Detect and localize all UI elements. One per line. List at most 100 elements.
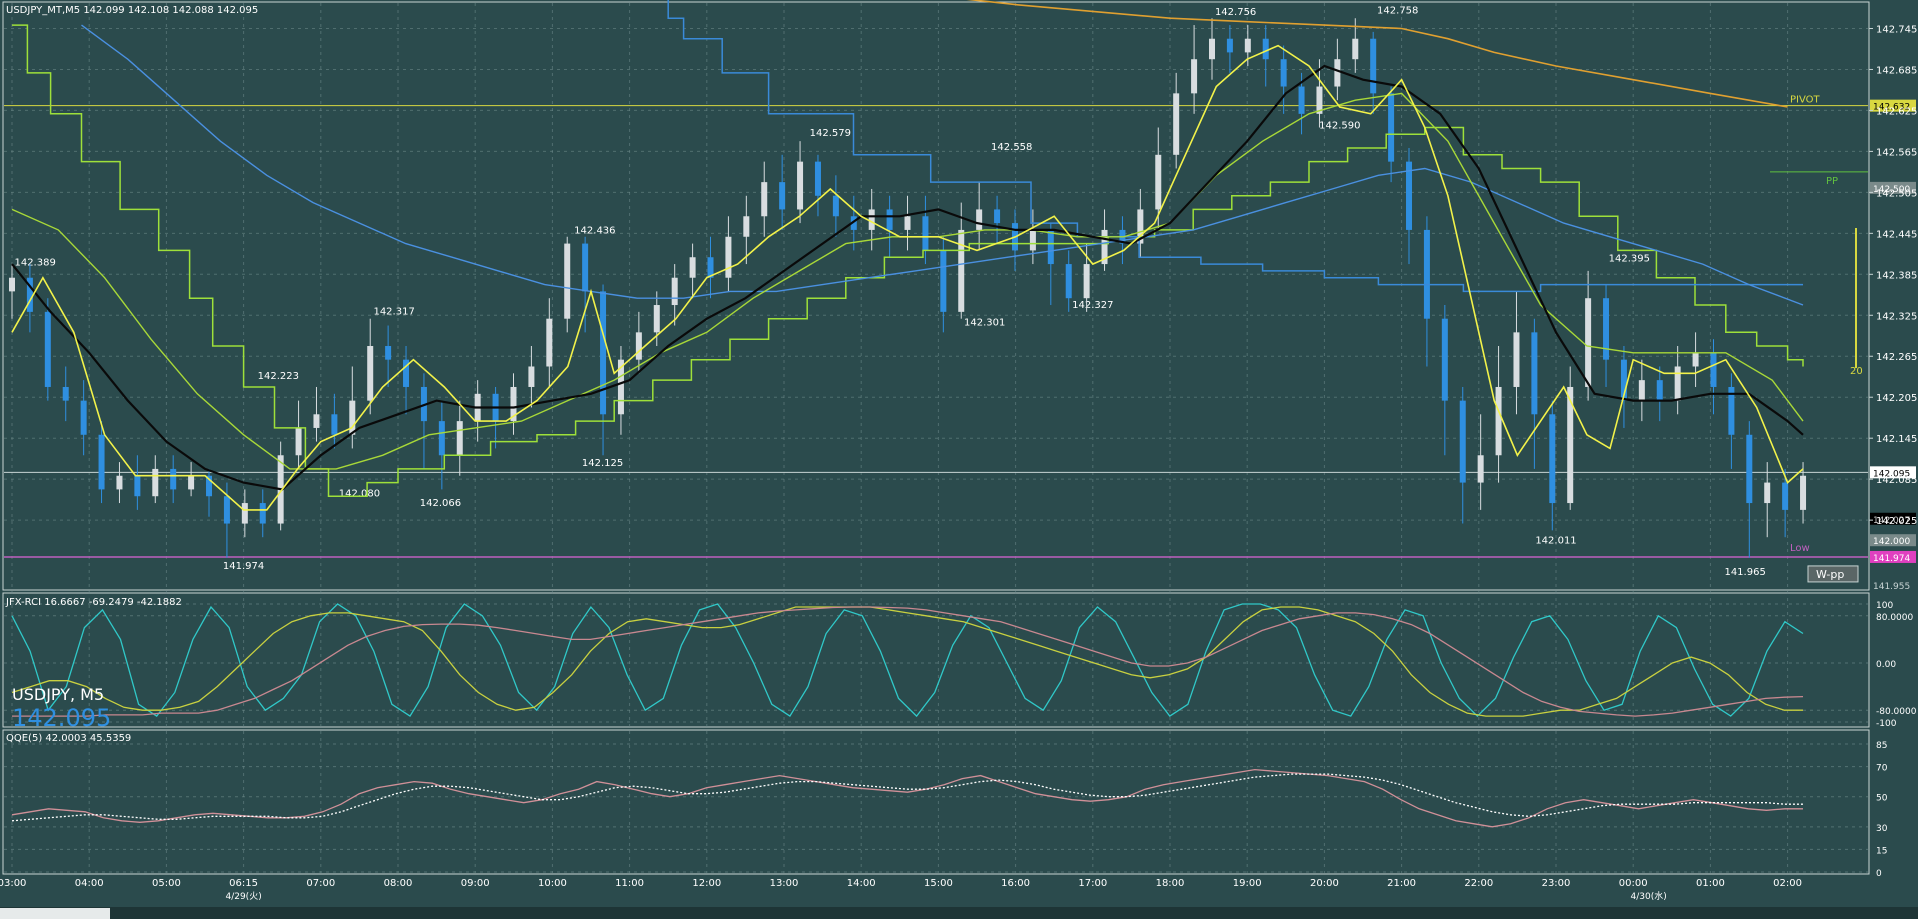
candle-body — [1280, 59, 1287, 87]
x-tick-label: 20:00 — [1310, 878, 1339, 889]
candle-body — [725, 236, 732, 278]
series-rci_yellow — [11, 606, 1803, 717]
x-tick-label: 16:00 — [1001, 878, 1030, 889]
candle-body — [1513, 332, 1520, 387]
candle-body — [1638, 380, 1645, 401]
price-annotation: 142.327 — [1072, 300, 1113, 311]
price-annotation: 142.223 — [258, 371, 299, 382]
price-annotation: 142.080 — [339, 489, 380, 500]
tab-area[interactable] — [0, 908, 110, 919]
candle-body — [1370, 38, 1377, 94]
candle-body — [313, 414, 320, 428]
pp-label: PP — [1826, 176, 1838, 187]
candle-body — [958, 229, 965, 312]
candle-body — [295, 427, 302, 456]
y-tick-label: 142.745 — [1876, 24, 1917, 35]
side-range-label: 20 — [1850, 366, 1863, 377]
candle-body — [259, 503, 266, 524]
chart-title: USDJPY_MT,M5 142.099 142.108 142.088 142… — [6, 5, 258, 16]
candle-body — [994, 209, 1001, 224]
price-annotation: 141.965 — [1724, 567, 1765, 578]
pane-tick-label: 0 — [1876, 869, 1882, 879]
x-date-label: 4/30(水) — [1631, 890, 1667, 902]
candle-body — [26, 277, 33, 312]
x-tick-label: 12:00 — [692, 878, 721, 889]
qqe-pane-frame — [2, 729, 1870, 875]
ma-yellow — [11, 44, 1804, 511]
pane-tick-label: 70 — [1876, 764, 1888, 774]
y-tick-label: 142.505 — [1876, 188, 1917, 199]
y-tick-label: 142.445 — [1876, 229, 1917, 240]
candle-body — [1029, 229, 1036, 251]
series-qqe_pink — [11, 768, 1803, 828]
candle-body — [1352, 38, 1359, 60]
x-tick-label: 05:00 — [152, 878, 181, 889]
candle-body — [850, 216, 857, 230]
price-annotation: 142.395 — [1609, 253, 1650, 264]
wpp-tag-text: 141.955 — [1873, 582, 1910, 592]
candle-body — [367, 346, 374, 401]
y-tick-label: 142.205 — [1876, 393, 1917, 404]
current-price-tag-text: 142.095 — [1873, 469, 1910, 479]
x-tick-label: 00:00 — [1619, 878, 1648, 889]
x-tick-label: 09:00 — [461, 878, 490, 889]
candle-body — [1710, 352, 1717, 387]
x-tick-label: 15:00 — [924, 878, 953, 889]
low-label: Low — [1790, 543, 1810, 554]
pp-tag-text: 142.500 — [1873, 185, 1910, 195]
candle-body — [62, 386, 69, 401]
ma-orange — [966, 0, 1788, 108]
y-tick-label: 142.565 — [1876, 147, 1917, 158]
y-tick-label: 142.265 — [1876, 352, 1917, 363]
candle-body — [1656, 380, 1663, 401]
candle-body — [1083, 264, 1090, 299]
pivot-tag-text: 142.632 — [1873, 103, 1910, 113]
candle-body — [922, 216, 929, 251]
x-tick-label: 14:00 — [847, 878, 876, 889]
price-annotations: 142.389 141.974 142.223 142.317 142.080 142.0… — [14, 6, 1765, 578]
low-tag-text: 141.974 — [1873, 554, 1910, 564]
candle-body — [331, 414, 338, 435]
candle-body — [779, 182, 786, 210]
candle-body — [1262, 38, 1269, 60]
candle-body — [438, 421, 445, 456]
x-tick-label: 18:00 — [1156, 878, 1185, 889]
price-annotation: 142.436 — [574, 225, 615, 236]
candle-body — [904, 216, 911, 230]
candle-body — [582, 243, 589, 292]
candle-body — [1782, 482, 1789, 510]
candle-body — [1316, 86, 1323, 114]
candle-body — [403, 359, 410, 387]
candle-body — [940, 250, 947, 312]
price-annotation: 142.558 — [991, 142, 1032, 153]
pane-tick-label: 50 — [1876, 794, 1888, 804]
current-price-tag — [1870, 466, 1916, 479]
price-annotation: 142.301 — [964, 318, 1005, 329]
candle-body — [671, 277, 678, 306]
candle-body — [707, 257, 714, 278]
price-annotation: 142.579 — [810, 128, 851, 139]
x-tick-label: 03:00 — [0, 878, 26, 889]
price-annotation: 142.758 — [1377, 6, 1418, 17]
candle-body — [385, 346, 392, 360]
x-tick-label: 11:00 — [615, 878, 644, 889]
candle-body — [814, 161, 821, 196]
candle-body — [1101, 229, 1108, 265]
y-tick-label: 142.625 — [1876, 106, 1917, 117]
pane-tick-label: 100 — [1876, 601, 1893, 611]
candle-body — [1549, 414, 1556, 504]
candle-body — [1441, 318, 1448, 401]
low-tag — [1870, 550, 1916, 563]
candle-body — [1334, 59, 1341, 87]
candle-body — [743, 216, 750, 237]
series-qqe_white — [11, 773, 1803, 822]
candle-body — [206, 475, 213, 497]
wpp-box — [1807, 565, 1859, 583]
candle-body — [1603, 298, 1610, 360]
x-tick-label: 08:00 — [384, 878, 413, 889]
candle-body — [1406, 161, 1413, 230]
pp-tag — [1870, 181, 1916, 194]
main-pane-frame — [2, 1, 1870, 591]
candle-body — [134, 475, 141, 497]
